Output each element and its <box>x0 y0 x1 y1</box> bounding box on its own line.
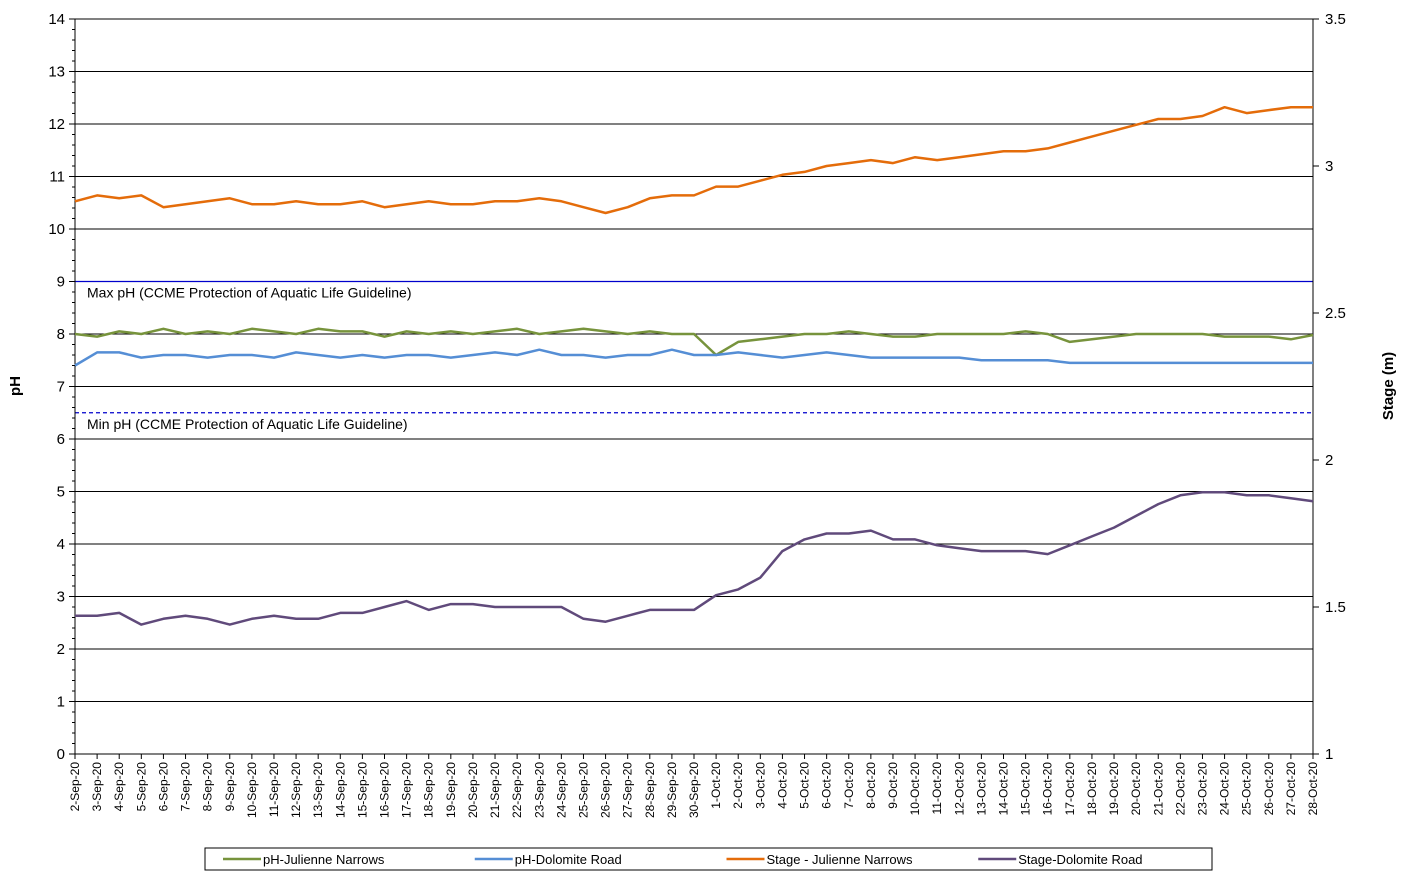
y2-tick-label: 2.5 <box>1325 305 1346 322</box>
x-tick-label: 24-Sep-20 <box>554 762 568 818</box>
x-tick-label: 19-Oct-20 <box>1107 762 1121 816</box>
y-tick-label: 0 <box>57 746 65 763</box>
y-tick-label: 8 <box>57 326 65 343</box>
guideline-label: Max pH (CCME Protection of Aquatic Life … <box>87 285 411 301</box>
legend-label: pH-Julienne Narrows <box>263 852 385 867</box>
x-tick-label: 18-Oct-20 <box>1085 762 1099 816</box>
x-tick-label: 22-Sep-20 <box>510 762 524 818</box>
x-tick-label: 17-Oct-20 <box>1063 762 1077 816</box>
series-line <box>74 348 1313 367</box>
x-tick-label: 5-Sep-20 <box>134 762 148 812</box>
x-tick-label: 21-Sep-20 <box>488 762 502 818</box>
y-tick-label: 5 <box>57 484 65 501</box>
x-tick-label: 1-Oct-20 <box>709 762 723 809</box>
x-tick-label: 4-Sep-20 <box>112 762 126 812</box>
x-tick-label: 12-Oct-20 <box>952 762 966 816</box>
x-tick-label: 15-Oct-20 <box>1019 762 1033 816</box>
y-tick-label: 14 <box>48 11 65 28</box>
x-tick-label: 23-Oct-20 <box>1195 762 1209 816</box>
y2-tick-label: 2 <box>1325 452 1333 469</box>
x-tick-label: 27-Sep-20 <box>621 762 635 818</box>
x-tick-label: 13-Sep-20 <box>311 762 325 818</box>
series-line <box>74 327 1314 357</box>
x-tick-label: 24-Oct-20 <box>1218 762 1232 816</box>
x-tick-label: 17-Sep-20 <box>400 762 414 818</box>
x-tick-label: 19-Sep-20 <box>444 762 458 818</box>
guideline-label: Min pH (CCME Protection of Aquatic Life … <box>87 416 408 432</box>
y-tick-label: 11 <box>49 169 65 186</box>
x-tick-label: 10-Oct-20 <box>908 762 922 816</box>
y-tick-label: 6 <box>57 431 65 448</box>
x-tick-label: 26-Oct-20 <box>1262 762 1276 816</box>
x-tick-label: 26-Sep-20 <box>599 762 613 818</box>
y-axis-title: pH <box>7 376 24 396</box>
x-tick-label: 20-Oct-20 <box>1129 762 1143 816</box>
x-tick-label: 2-Oct-20 <box>731 762 745 809</box>
x-tick-label: 27-Oct-20 <box>1284 762 1298 816</box>
series-line <box>74 105 1313 215</box>
x-tick-label: 7-Oct-20 <box>842 762 856 809</box>
x-tick-label: 14-Oct-20 <box>997 762 1011 816</box>
legend-box <box>204 847 1213 871</box>
y-tick-label: 10 <box>48 221 65 238</box>
y2-tick-label: 1 <box>1325 746 1333 763</box>
y-tick-label: 12 <box>48 116 65 133</box>
y-tick-label: 13 <box>48 64 65 81</box>
x-tick-label: 14-Sep-20 <box>333 762 347 818</box>
x-tick-label: 6-Oct-20 <box>820 762 834 809</box>
x-tick-label: 5-Oct-20 <box>798 762 812 809</box>
x-tick-label: 22-Oct-20 <box>1173 762 1187 816</box>
x-tick-label: 29-Sep-20 <box>665 762 679 818</box>
x-tick-label: 15-Sep-20 <box>355 762 369 818</box>
x-tick-label: 25-Sep-20 <box>576 762 590 818</box>
x-tick-label: 13-Oct-20 <box>974 762 988 816</box>
y2-tick-label: 1.5 <box>1325 599 1346 616</box>
x-tick-label: 3-Oct-20 <box>753 762 767 809</box>
x-tick-label: 9-Oct-20 <box>886 762 900 809</box>
x-tick-label: 30-Sep-20 <box>687 762 701 818</box>
x-tick-label: 16-Oct-20 <box>1041 762 1055 816</box>
legend-label: Stage-Dolomite Road <box>1018 852 1142 867</box>
y-tick-label: 4 <box>57 536 65 553</box>
y2-axis-title: Stage (m) <box>1380 352 1397 420</box>
x-tick-label: 2-Sep-20 <box>68 762 82 812</box>
x-tick-label: 8-Oct-20 <box>864 762 878 809</box>
y-tick-label: 2 <box>57 641 65 658</box>
x-tick-label: 28-Sep-20 <box>643 762 657 818</box>
series-line <box>75 491 1314 626</box>
legend-label: Stage - Julienne Narrows <box>767 852 913 867</box>
x-tick-label: 18-Sep-20 <box>422 762 436 818</box>
x-tick-label: 10-Sep-20 <box>245 762 259 818</box>
x-tick-label: 20-Sep-20 <box>466 762 480 818</box>
x-tick-label: 12-Sep-20 <box>289 762 303 818</box>
legend-label: pH-Dolomite Road <box>515 852 622 867</box>
x-tick-label: 3-Sep-20 <box>90 762 104 812</box>
y2-tick-label: 3.5 <box>1325 11 1346 28</box>
y-tick-label: 1 <box>57 694 65 711</box>
x-tick-label: 11-Sep-20 <box>267 762 281 817</box>
x-tick-label: 7-Sep-20 <box>179 762 193 812</box>
y2-tick-label: 3 <box>1325 158 1333 175</box>
x-tick-label: 6-Sep-20 <box>156 762 170 812</box>
y-tick-label: 3 <box>57 589 65 606</box>
x-tick-label: 28-Oct-20 <box>1306 762 1320 816</box>
x-tick-label: 9-Sep-20 <box>223 762 237 812</box>
x-tick-label: 16-Sep-20 <box>378 762 392 818</box>
x-tick-label: 8-Sep-20 <box>201 762 215 812</box>
y-tick-label: 9 <box>57 274 65 291</box>
x-tick-label: 25-Oct-20 <box>1240 762 1254 816</box>
x-tick-label: 11-Oct-20 <box>930 762 944 815</box>
y-tick-label: 7 <box>57 379 65 396</box>
x-tick-label: 21-Oct-20 <box>1151 762 1165 816</box>
x-tick-label: 4-Oct-20 <box>775 762 789 809</box>
x-tick-label: 23-Sep-20 <box>532 762 546 818</box>
